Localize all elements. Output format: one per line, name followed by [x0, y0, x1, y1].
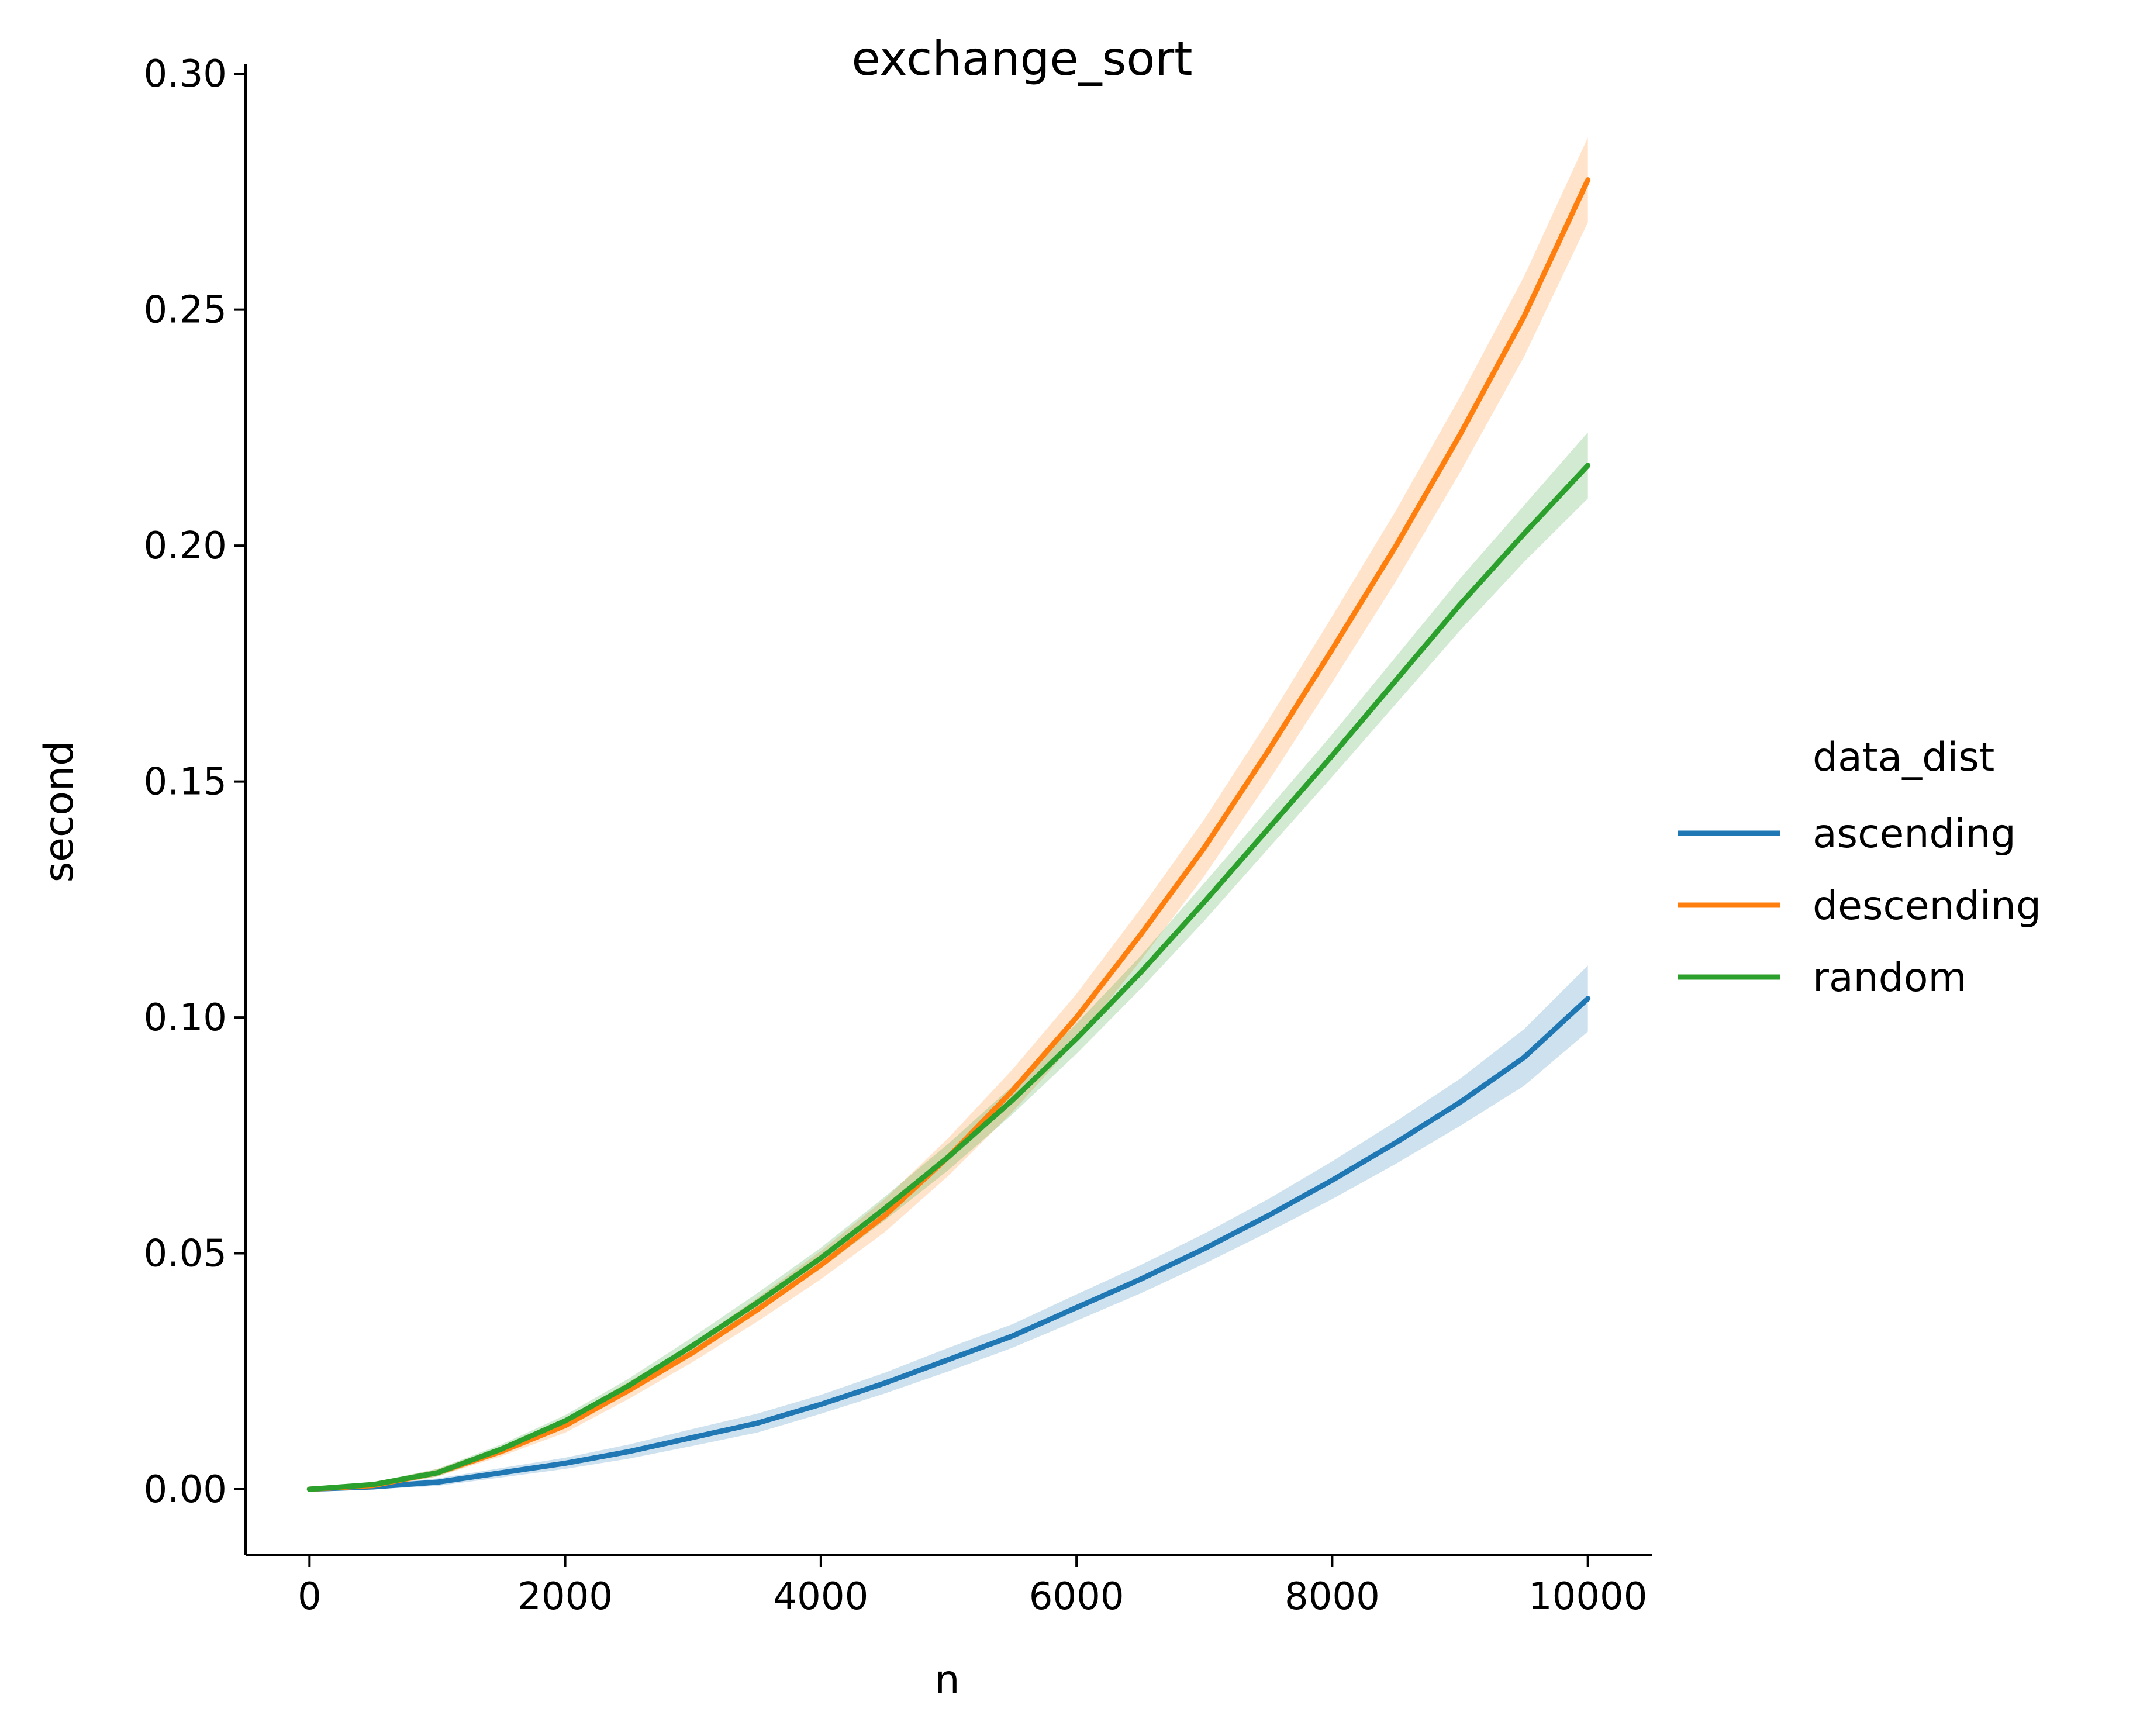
- y-tick-label: 0.20: [144, 524, 227, 568]
- y-tick-label: 0.25: [144, 289, 227, 332]
- y-tick-label: 0.10: [144, 996, 227, 1040]
- legend-title: data_dist: [1813, 734, 1994, 781]
- x-axis-ticks: 0 2000 4000 6000 8000 10000: [298, 1555, 1648, 1618]
- y-tick-label: 0.05: [144, 1233, 227, 1276]
- legend-label-random: random: [1813, 955, 1967, 1001]
- x-tick-label: 4000: [773, 1575, 868, 1618]
- legend-items: ascending descending random: [1678, 811, 2041, 1001]
- line-random: [306, 463, 1591, 1492]
- x-tick-label: 6000: [1029, 1575, 1124, 1618]
- line-ascending: [306, 996, 1591, 1492]
- series-lines: [306, 177, 1591, 1492]
- x-axis-label: n: [934, 1657, 959, 1703]
- y-axis-ticks: 0.00 0.05 0.10 0.15 0.20 0.25 0.30: [144, 53, 246, 1511]
- legend: data_dist ascending descending random: [1678, 734, 2041, 1001]
- x-tick-label: 8000: [1285, 1575, 1380, 1618]
- x-tick-label: 10000: [1528, 1575, 1648, 1618]
- legend-label-ascending: ascending: [1813, 811, 2016, 857]
- y-axis-label: second: [36, 741, 82, 883]
- x-tick-label: 0: [298, 1575, 322, 1618]
- x-tick-label: 2000: [517, 1575, 613, 1618]
- y-tick-label: 0.30: [144, 53, 227, 96]
- legend-label-descending: descending: [1813, 883, 2041, 929]
- y-tick-label: 0.00: [144, 1468, 227, 1511]
- chart-title: exchange_sort: [851, 32, 1192, 86]
- y-tick-label: 0.15: [144, 761, 227, 804]
